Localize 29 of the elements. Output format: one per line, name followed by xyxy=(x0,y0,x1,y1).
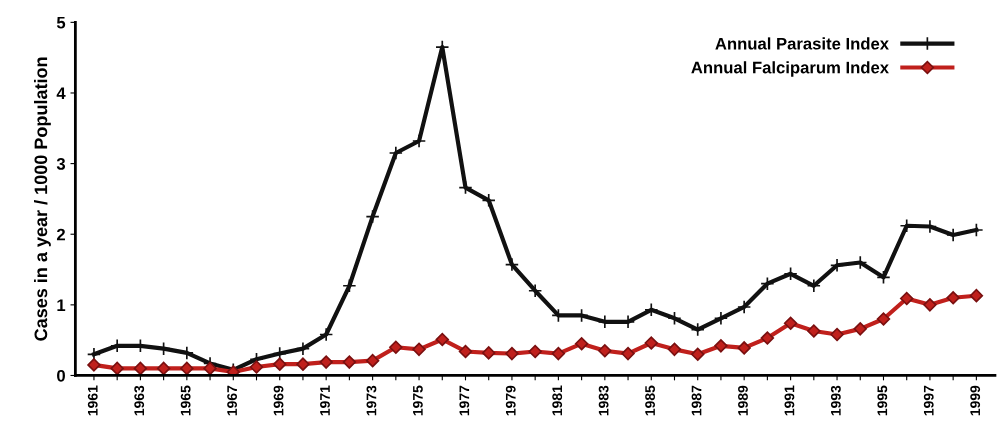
x-tick-label: 1965 xyxy=(180,385,191,416)
x-tick-label: 1995 xyxy=(877,385,888,416)
x-tick-label: 1971 xyxy=(320,385,330,416)
x-tick-label: 1979 xyxy=(505,385,516,416)
y-tick-label: 5 xyxy=(56,16,66,29)
y-tick-label: 2 xyxy=(56,228,65,241)
x-tick-label: 1991 xyxy=(784,385,795,416)
y-axis-title: Cases in a year / 1000 Population xyxy=(34,57,51,341)
x-tick-label: 1969 xyxy=(273,385,284,416)
x-tick-label: 1967 xyxy=(227,385,238,416)
x-tick-label: 1961 xyxy=(87,385,98,416)
x-tick-label: 1975 xyxy=(412,385,423,416)
y-tick-label: 4 xyxy=(56,87,66,100)
x-tick-label: 1977 xyxy=(459,385,470,416)
x-tick-label: 1985 xyxy=(645,385,655,416)
y-tick-label: 0 xyxy=(57,369,65,382)
legend-label: Annual Falciparum Index xyxy=(691,61,889,77)
x-tick-label: 1989 xyxy=(738,385,748,416)
x-tick-label: 1981 xyxy=(552,385,563,416)
legend-label: Annual Parasite Index xyxy=(715,37,889,50)
x-tick-label: 1983 xyxy=(598,385,609,416)
x-tick-label: 1987 xyxy=(691,385,702,416)
x-tick-label: 1973 xyxy=(366,385,377,416)
x-tick-label: 1993 xyxy=(830,385,841,416)
x-tick-label: 1963 xyxy=(134,385,145,416)
x-tick-label: 1999 xyxy=(970,385,981,416)
y-tick-label: 3 xyxy=(56,158,66,170)
x-tick-label: 1997 xyxy=(923,385,934,416)
y-tick-label: 1 xyxy=(57,299,66,311)
